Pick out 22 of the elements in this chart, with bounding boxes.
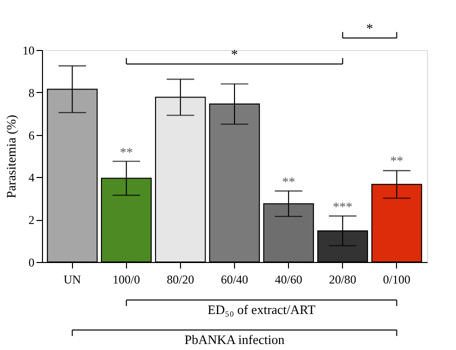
annotation: ** bbox=[282, 174, 296, 189]
y-tick-label: 6 bbox=[28, 128, 34, 142]
y-tick-label: 4 bbox=[28, 170, 34, 185]
y-tick-label: 0 bbox=[28, 256, 34, 270]
text: ED₅₀ of extract/ART bbox=[208, 302, 316, 317]
annotation: *** bbox=[332, 198, 352, 214]
x-tick-label: 40/60 bbox=[274, 272, 302, 286]
x-tick-label: UN bbox=[64, 272, 82, 286]
x-tick-label: 0/100 bbox=[383, 272, 410, 286]
y-tick-label: 8 bbox=[28, 86, 34, 100]
x-tick-label: 80/20 bbox=[166, 272, 194, 286]
annotation: * bbox=[231, 48, 238, 63]
text: * bbox=[366, 22, 374, 37]
y-tick-label: 2 bbox=[28, 213, 34, 228]
annotation: ** bbox=[390, 152, 404, 168]
x-tick-label: 20/80 bbox=[328, 272, 356, 286]
y-axis-title: Parasitemia (%) bbox=[4, 114, 18, 198]
y-tick-label: 10 bbox=[22, 44, 34, 58]
text: PbANKA infection bbox=[184, 332, 286, 347]
annotation: ** bbox=[120, 144, 133, 160]
x-tick-label: 100/0 bbox=[112, 272, 140, 286]
x-tick-label: 60/40 bbox=[220, 272, 248, 286]
